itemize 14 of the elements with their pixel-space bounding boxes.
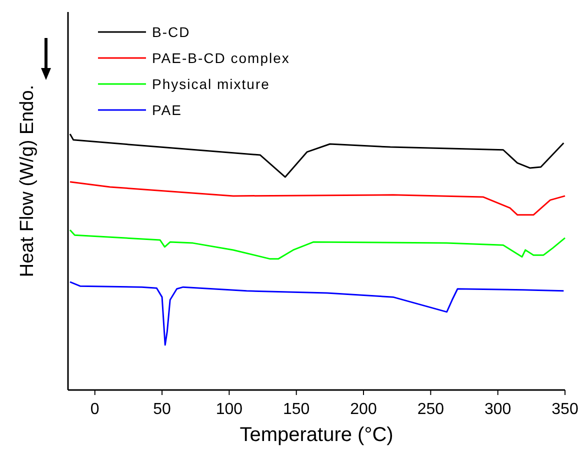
legend-label: PAE [152, 102, 182, 118]
x-axis-title: Temperature (°C) [240, 424, 394, 446]
x-tick-label: 100 [216, 401, 243, 418]
legend-label: PAE-B-CD complex [152, 50, 290, 66]
legend-label: Physical mixture [152, 76, 270, 92]
x-tick-label: 350 [552, 401, 578, 418]
x-tick-label: 200 [350, 401, 377, 418]
legend-label: B-CD [152, 24, 190, 40]
x-tick-label: 250 [417, 401, 444, 418]
x-tick-label: 300 [484, 401, 512, 418]
x-tick-label: 150 [283, 401, 310, 418]
x-tick-label: 50 [153, 401, 172, 418]
y-axis-title: Heat Flow (W/g) Endo. [17, 84, 38, 278]
x-tick-label: 0 [90, 401, 100, 418]
